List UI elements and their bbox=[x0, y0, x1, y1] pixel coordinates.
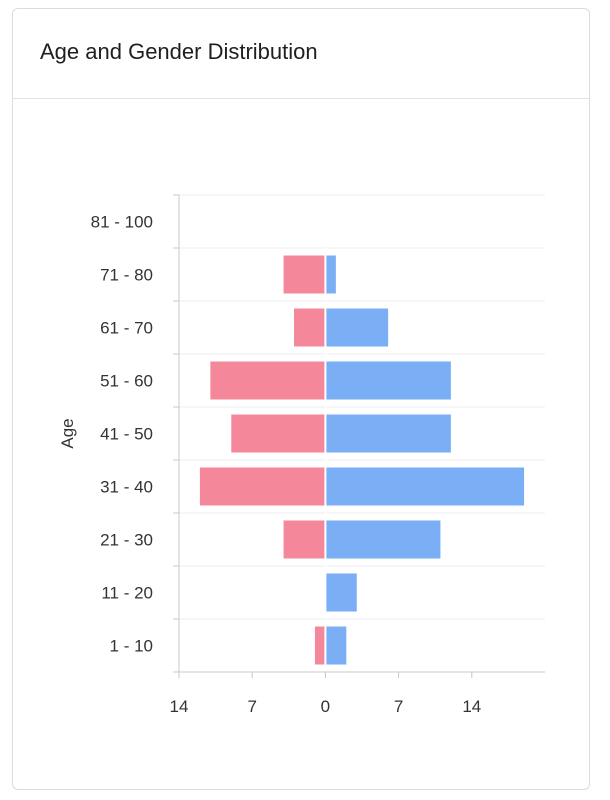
y-axis-title: Age bbox=[58, 418, 77, 448]
y-tick-label: 31 - 40 bbox=[100, 478, 153, 497]
bar-left-31-40 bbox=[199, 467, 326, 506]
y-tick-label: 51 - 60 bbox=[100, 372, 153, 391]
card-header: Age and Gender Distribution bbox=[13, 9, 589, 99]
bar-right-1-10 bbox=[325, 626, 347, 665]
grid-lines bbox=[179, 194, 545, 620]
bar-right-31-40 bbox=[325, 467, 525, 506]
x-tick-label: 7 bbox=[247, 697, 256, 716]
x-tick-label: 14 bbox=[170, 697, 189, 716]
tick-labels: 81 - 100 71 - 80 61 - 70 51 - 60 41 - 50 31 -… bbox=[58, 213, 481, 717]
x-tick-label: 7 bbox=[394, 697, 403, 716]
card-title: Age and Gender Distribution bbox=[40, 39, 318, 64]
bar-right-71-80 bbox=[325, 255, 336, 294]
y-tick-label: 61 - 70 bbox=[100, 319, 153, 338]
y-tick-label: 1 - 10 bbox=[110, 637, 153, 656]
y-tick-label: 11 - 20 bbox=[101, 584, 153, 603]
bar-right-61-70 bbox=[325, 308, 389, 347]
bar-left-51-60 bbox=[210, 361, 326, 400]
bar-right-41-50 bbox=[325, 414, 451, 453]
y-tick-label: 21 - 30 bbox=[100, 531, 153, 550]
bar-left-71-80 bbox=[283, 255, 326, 294]
y-tick-label: 41 - 50 bbox=[100, 425, 153, 444]
axes bbox=[173, 194, 545, 678]
bars bbox=[199, 255, 525, 665]
bar-right-51-60 bbox=[325, 361, 451, 400]
bar-left-21-30 bbox=[283, 520, 326, 559]
y-tick-label: 71 - 80 bbox=[100, 266, 153, 285]
bar-left-1-10 bbox=[314, 626, 326, 665]
bar-right-11-20 bbox=[325, 573, 357, 612]
bar-left-41-50 bbox=[231, 414, 326, 453]
x-tick-label: 14 bbox=[462, 697, 481, 716]
bar-left-61-70 bbox=[294, 308, 326, 347]
bar-right-21-30 bbox=[325, 520, 441, 559]
y-tick-label: 81 - 100 bbox=[91, 213, 153, 232]
x-tick-label: 0 bbox=[321, 697, 330, 716]
